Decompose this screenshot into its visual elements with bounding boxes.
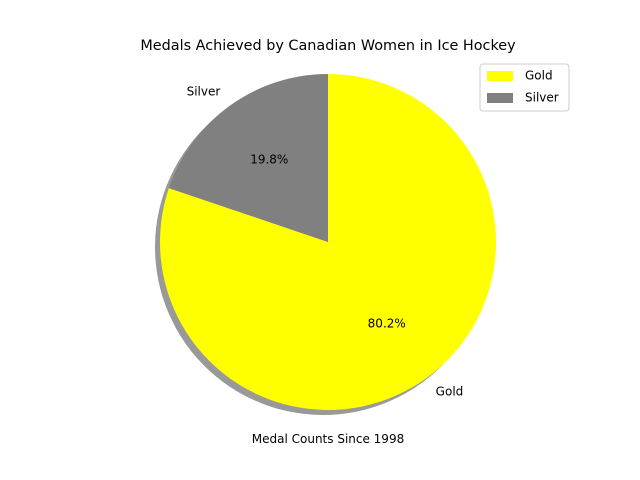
legend-swatch-silver [487, 93, 513, 103]
slice-label-silver: Silver [187, 84, 221, 98]
legend-label-silver: Silver [525, 91, 559, 105]
pct-label-gold: 80.2% [368, 316, 406, 330]
pct-label-silver: 19.8% [250, 153, 288, 167]
slice-silver [168, 74, 328, 242]
slice-gold [159, 74, 497, 411]
chart-title: Medals Achieved by Canadian Women in Ice… [140, 38, 516, 54]
pie-labels: 80.2% Gold 19.8% Silver [187, 84, 464, 398]
legend-swatch-gold [487, 71, 513, 81]
legend: Gold Silver [479, 63, 570, 112]
slice-label-gold: Gold [436, 385, 464, 399]
pie-slices [159, 74, 497, 411]
legend-label-gold: Gold [525, 69, 553, 83]
x-axis-label: Medal Counts Since 1998 [252, 432, 404, 446]
